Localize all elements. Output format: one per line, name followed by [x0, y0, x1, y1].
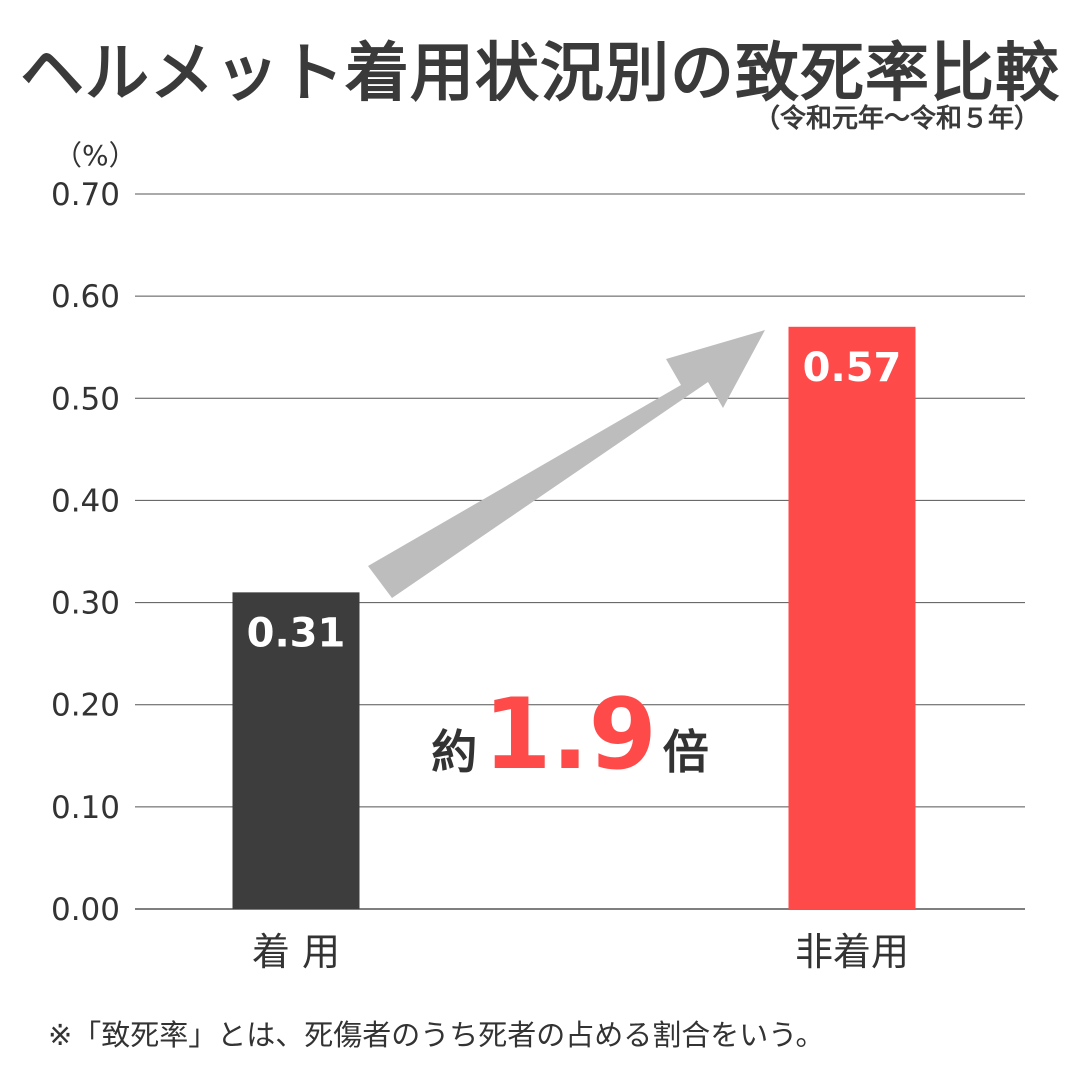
- y-tick-label: 0.40: [51, 483, 120, 519]
- x-category-label: 非着用: [795, 930, 909, 974]
- y-axis-unit: （%）: [54, 139, 137, 172]
- chart-subtitle: （令和元年〜令和５年）: [753, 104, 1040, 134]
- y-tick-label: 0.30: [51, 586, 120, 622]
- y-tick-label: 0.10: [51, 790, 120, 826]
- bar: [232, 592, 360, 909]
- trend-arrow-icon: [368, 330, 765, 598]
- footnote: ※「致死率」とは、死傷者のうち死者の占める割合をいう。: [48, 1018, 825, 1052]
- comparison-value: 1.9: [483, 678, 657, 792]
- y-tick-label: 0.00: [51, 892, 120, 928]
- y-tick-label: 0.50: [51, 381, 120, 417]
- comparison-suffix: 倍: [663, 725, 709, 779]
- y-tick-label: 0.60: [51, 279, 120, 315]
- chart-title: ヘルメット着用状況別の致死率比較: [20, 37, 1060, 111]
- comparison-annotation: 約1.9 倍: [431, 678, 709, 792]
- bar-value-label: 0.57: [803, 345, 902, 391]
- comparison-prefix: 約: [431, 725, 477, 779]
- y-tick-label: 0.70: [51, 177, 120, 213]
- x-category-label: 着 用: [252, 930, 340, 974]
- y-tick-label: 0.20: [51, 688, 120, 724]
- bar-value-label: 0.31: [247, 610, 346, 656]
- bar: [788, 326, 916, 909]
